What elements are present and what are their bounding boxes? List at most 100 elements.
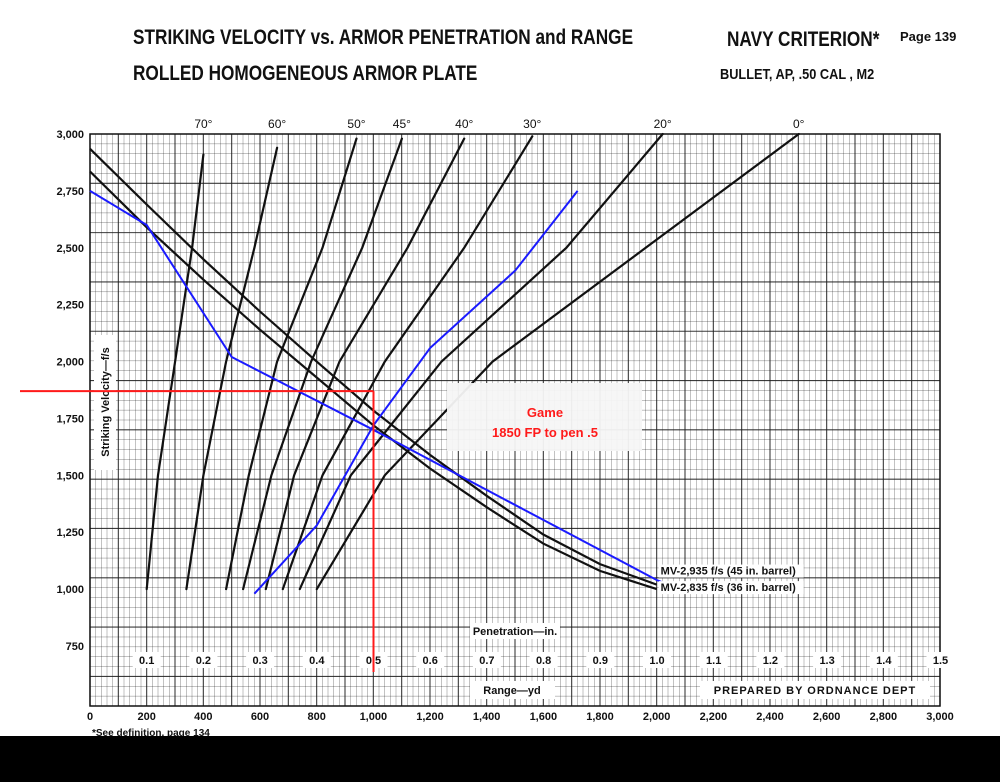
range-tick-label: 1,400 (473, 711, 501, 723)
chart-grid (89, 133, 941, 707)
penetration-tick-box (189, 652, 218, 668)
annotation-line1: Game (527, 405, 563, 420)
annotation-line2: 1850 FP to pen .5 (492, 425, 598, 440)
penetration-curve (298, 132, 664, 591)
penetration-curve (145, 153, 205, 591)
bottom-black-bar (0, 736, 1000, 782)
range-tick-label: 1,800 (586, 711, 614, 723)
range-tick-label: 2,000 (643, 711, 671, 723)
range-axis-label: Range—yd (483, 685, 540, 697)
obliquity-label: 60° (268, 117, 286, 131)
penetration-tick-box (302, 652, 331, 668)
range-tick-label: 3,000 (926, 711, 954, 723)
range-tick-label: 2,200 (700, 711, 728, 723)
range-tick-label: 800 (307, 711, 325, 723)
penetration-tick-box (756, 652, 785, 668)
y-tick-label: 1,000 (56, 584, 84, 596)
obliquity-label: 0° (793, 117, 805, 131)
penetration-tick-label: 0.9 (593, 655, 608, 667)
chart-title-line2: ROLLED HOMOGENEOUS ARMOR PLATE (133, 62, 478, 85)
y-tick-label: 2,000 (56, 357, 84, 369)
blue-overlay-range (89, 190, 663, 584)
penetration-tick-box (926, 652, 955, 668)
penetration-curve (264, 137, 466, 591)
penetration-curve (225, 137, 358, 591)
range-tick-label: 600 (251, 711, 269, 723)
y-tick-label: 3,000 (56, 129, 84, 141)
range-tick-label: 0 (87, 711, 93, 723)
penetration-curve (185, 146, 279, 591)
range-tick-label: 1,000 (360, 711, 388, 723)
penetration-curve (242, 137, 403, 591)
bullet-label: BULLET, AP, .50 CAL , M2 (720, 66, 875, 83)
penetration-axis-label: Penetration—in. (473, 626, 557, 638)
penetration-tick-box (643, 652, 671, 668)
penetration-tick-label: 1.1 (706, 655, 721, 667)
chart-labels: 70° 60° 50° 45° 40° 30° 20° 0° MV-2,935 f/s (45 … (194, 117, 805, 595)
y-tick-label: 750 (66, 641, 84, 653)
y-tick-label: 1,500 (56, 470, 84, 482)
range-tick-label: 1,200 (416, 711, 444, 723)
penetration-tick-label: 1.4 (876, 655, 892, 667)
penetration-curve (315, 132, 800, 591)
footnote: *See definition, page 134 (92, 728, 210, 739)
penetration-tick-label: 1.3 (819, 655, 834, 667)
penetration-tick-label: 0.1 (139, 655, 154, 667)
penetration-tick-box (132, 652, 161, 668)
range-label-box (470, 681, 555, 699)
penetration-curve (281, 135, 534, 591)
blue-overlay-penetration (253, 190, 579, 595)
penetration-tick-label: 0.3 (252, 655, 267, 667)
series-label-box (658, 581, 804, 595)
series-label-box (658, 564, 804, 578)
y-axis-label: Striking Velocity—f/s (100, 347, 112, 456)
penetration-tick-box (416, 652, 445, 668)
prepared-by-box (700, 681, 930, 699)
plot-frame (89, 133, 941, 707)
y-tick-label: 1,750 (56, 413, 84, 425)
range-tick-label: 2,800 (870, 711, 898, 723)
range-tick-label: 200 (137, 711, 155, 723)
penetration-tick-label: 0.4 (309, 655, 325, 667)
series-label: MV-2,835 f/s (36 in. barrel) (661, 582, 796, 594)
criterion-label: NAVY CRITERION* (727, 28, 880, 51)
penetration-tick-box (813, 652, 842, 668)
penetration-tick-label: 1.0 (649, 655, 664, 667)
chart-title-line1: STRIKING VELOCITY vs. ARMOR PENETRATION … (133, 26, 634, 49)
obliquity-label: 70° (194, 117, 212, 131)
obliquity-label: 40° (455, 117, 473, 131)
y-axis-label-box (94, 335, 116, 470)
y-tick-label: 2,750 (56, 186, 84, 198)
page-number: Page 139 (900, 29, 957, 44)
range-tick-label: 2,600 (813, 711, 841, 723)
penetration-tick-label: 0.6 (423, 655, 438, 667)
prepared-by-label: PREPARED BY ORDNANCE DEPT (714, 685, 916, 697)
obliquity-label: 45° (393, 117, 411, 131)
penetration-tick-box (869, 652, 898, 668)
penetration-tick-label: 0.2 (196, 655, 211, 667)
penetration-tick-label: 0.7 (479, 655, 494, 667)
annotation-box (447, 383, 642, 451)
y-tick-label: 2,250 (56, 300, 84, 312)
range-tick-label: 1,600 (530, 711, 558, 723)
series-label: MV-2,935 f/s (45 in. barrel) (661, 566, 796, 578)
obliquity-label: 30° (523, 117, 541, 131)
penetration-tick-box (472, 652, 501, 668)
obliquity-label: 50° (347, 117, 365, 131)
penetration-label-box (470, 623, 560, 639)
chart-curves (89, 132, 800, 591)
obliquity-label: 20° (654, 117, 672, 131)
penetration-tick-box (699, 652, 728, 668)
penetration-tick-label: 1.2 (763, 655, 778, 667)
chart-axes: 3,000 2,750 2,500 2,250 2,000 1,750 1,500 1,250… (56, 129, 955, 723)
penetration-tick-label: 1.5 (933, 655, 948, 667)
penetration-tick-box (586, 652, 615, 668)
y-tick-label: 2,500 (56, 243, 84, 255)
penetration-tick-label: 0.8 (536, 655, 551, 667)
penetration-tick-box (529, 652, 558, 668)
range-tick-label: 2,400 (756, 711, 784, 723)
y-tick-label: 1,250 (56, 527, 84, 539)
range-tick-label: 400 (194, 711, 212, 723)
chart-overlays: Game 1850 FP to pen .5 (20, 190, 663, 672)
